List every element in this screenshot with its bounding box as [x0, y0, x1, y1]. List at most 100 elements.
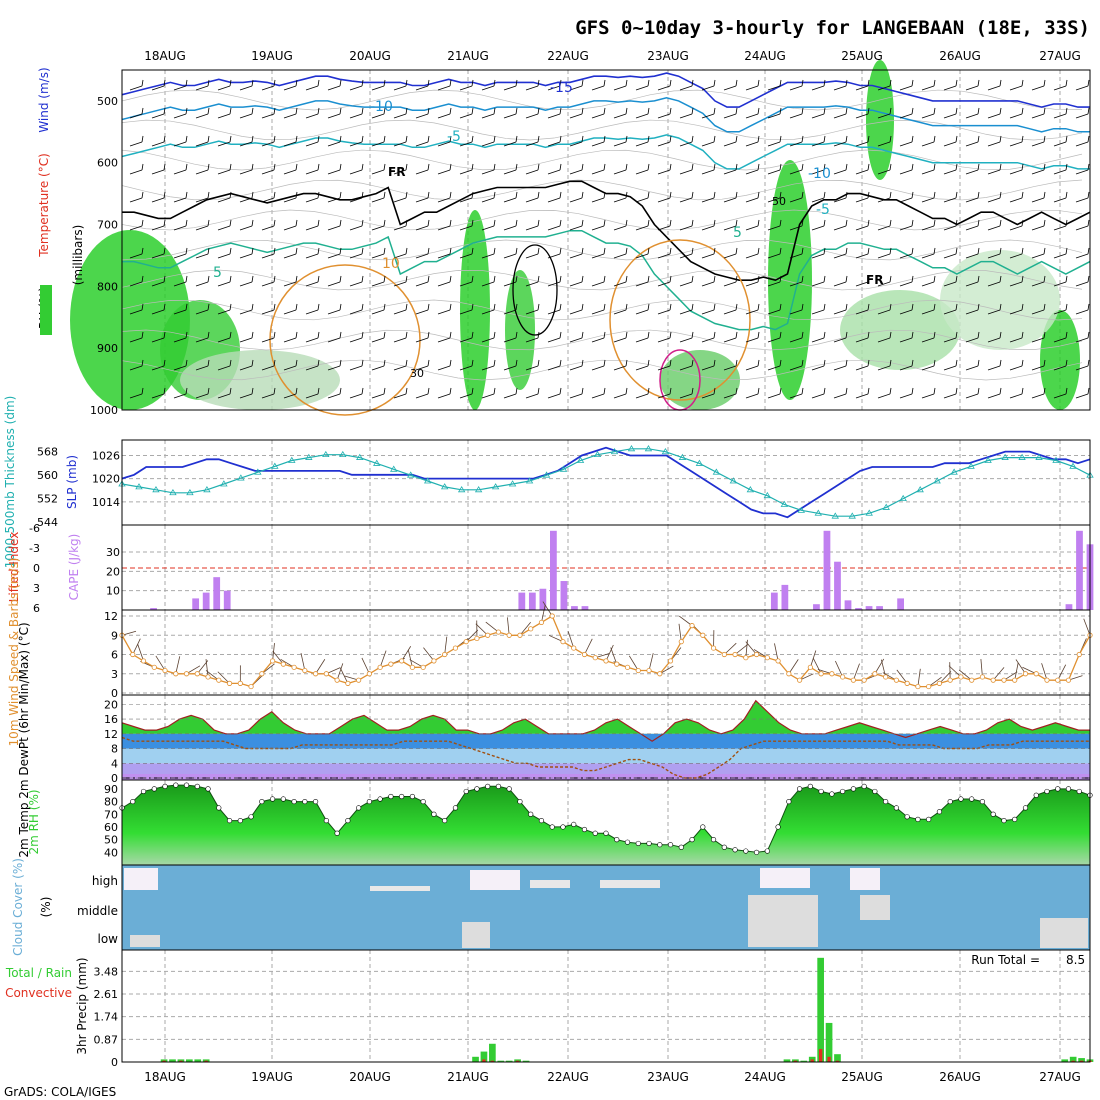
wind-barb — [339, 331, 342, 339]
rh-marker — [990, 811, 996, 817]
rh-contour — [121, 299, 1083, 321]
wind-barb — [459, 393, 473, 399]
wind-barb — [745, 253, 759, 259]
wind-barb — [339, 107, 342, 115]
wind-barb — [867, 331, 870, 339]
wind-barb — [767, 393, 781, 399]
wind-barb — [1031, 113, 1045, 119]
wind-barb — [625, 275, 628, 283]
thickness-marker — [508, 480, 517, 487]
wind-barb — [173, 393, 187, 399]
rh-contour — [121, 119, 1083, 141]
wind-barb — [767, 113, 781, 119]
wind-barb — [1003, 671, 1018, 681]
wind-barb — [1009, 253, 1023, 259]
wind-barb — [327, 225, 341, 231]
wind-barb — [591, 337, 605, 343]
thickness-marker — [746, 486, 755, 493]
rh-tick-label: 80 — [104, 796, 118, 809]
wind-barb — [657, 141, 671, 147]
wind-barb — [327, 365, 341, 371]
rh-shading — [940, 250, 1060, 350]
wind-barb — [537, 79, 540, 87]
wind-barb — [713, 191, 716, 199]
wind-barb — [701, 169, 715, 175]
thickness-marker — [661, 447, 670, 455]
wind-barb — [657, 253, 671, 259]
wind-barb — [855, 225, 869, 231]
wind-barb — [229, 191, 232, 199]
wind-barb — [613, 253, 627, 259]
wind-speed-marker — [700, 632, 706, 638]
precip-convective-bar — [1071, 1060, 1075, 1062]
temp-band — [122, 733, 1090, 749]
wind-barb — [877, 197, 891, 203]
wind-barb — [537, 275, 540, 283]
wind-barb — [393, 197, 407, 203]
wind-speed-marker — [915, 683, 921, 690]
wind-barb — [361, 247, 364, 255]
wind-barb — [789, 365, 803, 371]
label-plus5: 5 — [733, 225, 742, 241]
thickness-marker — [525, 477, 534, 484]
bottom-date-axis: 18AUG 19AUG 20AUG 21AUG 22AUG 23AUG 24AUG 25AUG… — [144, 1070, 1081, 1084]
wind-barb — [317, 191, 320, 199]
wind-barb — [283, 85, 297, 91]
wind-barb — [537, 107, 540, 115]
wind-barb — [405, 219, 408, 227]
thickness-marker — [729, 477, 738, 484]
wind-barb — [547, 141, 561, 147]
wind-barb — [605, 644, 614, 662]
wind-barb — [129, 113, 143, 119]
wind-barb — [141, 191, 144, 199]
wind-barb — [1043, 135, 1046, 143]
wind-barb — [823, 107, 826, 115]
wind-barb — [525, 197, 539, 203]
wind-barb — [525, 113, 539, 119]
wind-barb — [845, 191, 848, 199]
wind-barb — [415, 309, 429, 315]
wind-barb — [305, 113, 319, 119]
slp-tick-label: 1014 — [92, 496, 120, 509]
wind-barb — [713, 135, 716, 143]
wind-barb — [207, 303, 210, 311]
wind-barb — [867, 303, 870, 311]
wind-barb — [933, 163, 936, 171]
wind-barb — [361, 219, 364, 227]
wind-barb — [899, 197, 913, 203]
wind-barb — [559, 135, 562, 143]
wind-barb — [977, 191, 980, 199]
cape-bar — [876, 606, 883, 610]
wind-barb — [1075, 141, 1089, 147]
wind-barb — [515, 387, 518, 395]
isotherm-plus10 — [609, 239, 751, 401]
wind-barb — [141, 135, 144, 143]
wind-barb — [383, 275, 386, 283]
wind-speed-marker — [366, 671, 372, 677]
wind-barb — [943, 169, 957, 175]
wind-barb — [1015, 659, 1026, 674]
wind-speed-marker — [883, 674, 889, 680]
wind-barb — [393, 365, 407, 371]
wind-speed-marker — [840, 674, 846, 680]
cloud-patch — [1040, 918, 1088, 948]
rh-marker — [452, 805, 459, 811]
wind-barb — [151, 281, 165, 287]
wind-barb — [735, 303, 738, 311]
wind-barb — [327, 253, 341, 259]
wind-barb — [295, 79, 298, 87]
precip-tick-label: 2.61 — [94, 988, 119, 1001]
wind-barb — [1014, 662, 1019, 681]
wind-barb — [459, 169, 473, 175]
wind-barb — [779, 387, 782, 395]
wind-barb — [569, 337, 583, 343]
wind-speed-marker — [495, 629, 502, 635]
wind-barb — [471, 247, 474, 255]
wind-barb — [261, 309, 275, 315]
wind-barb — [603, 303, 606, 311]
wind-barb — [823, 275, 826, 283]
rh-marker — [216, 805, 222, 811]
wind-barb — [1009, 365, 1023, 371]
wind-barb — [481, 225, 495, 231]
wind-barb — [317, 107, 320, 115]
